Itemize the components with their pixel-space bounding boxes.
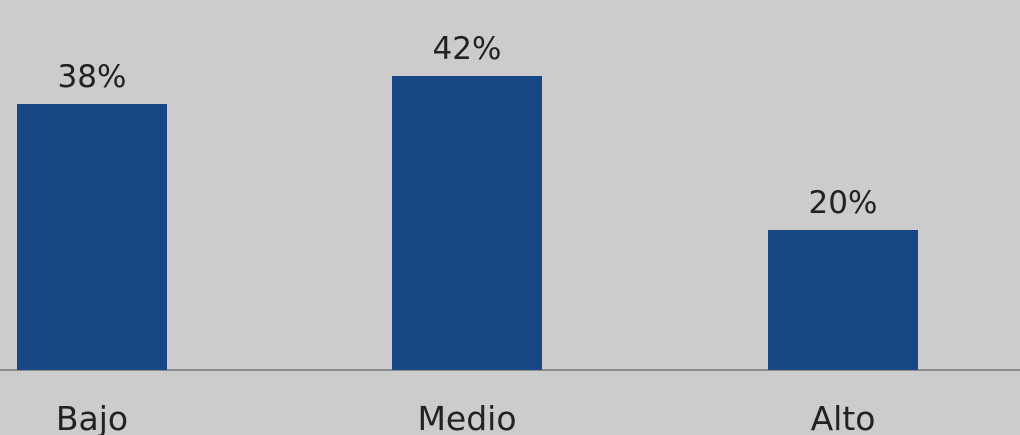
data-label-alto: 20% [809, 185, 878, 221]
data-label-bajo: 38% [58, 59, 127, 95]
bar-medio [392, 76, 542, 370]
data-label-medio: 42% [433, 31, 502, 67]
bar-alto [768, 230, 918, 370]
bar-bajo [17, 104, 167, 370]
x-tick-label-medio: Medio [417, 399, 516, 435]
x-tick-label-bajo: Bajo [56, 399, 128, 435]
x-tick-label-alto: Alto [811, 399, 876, 435]
